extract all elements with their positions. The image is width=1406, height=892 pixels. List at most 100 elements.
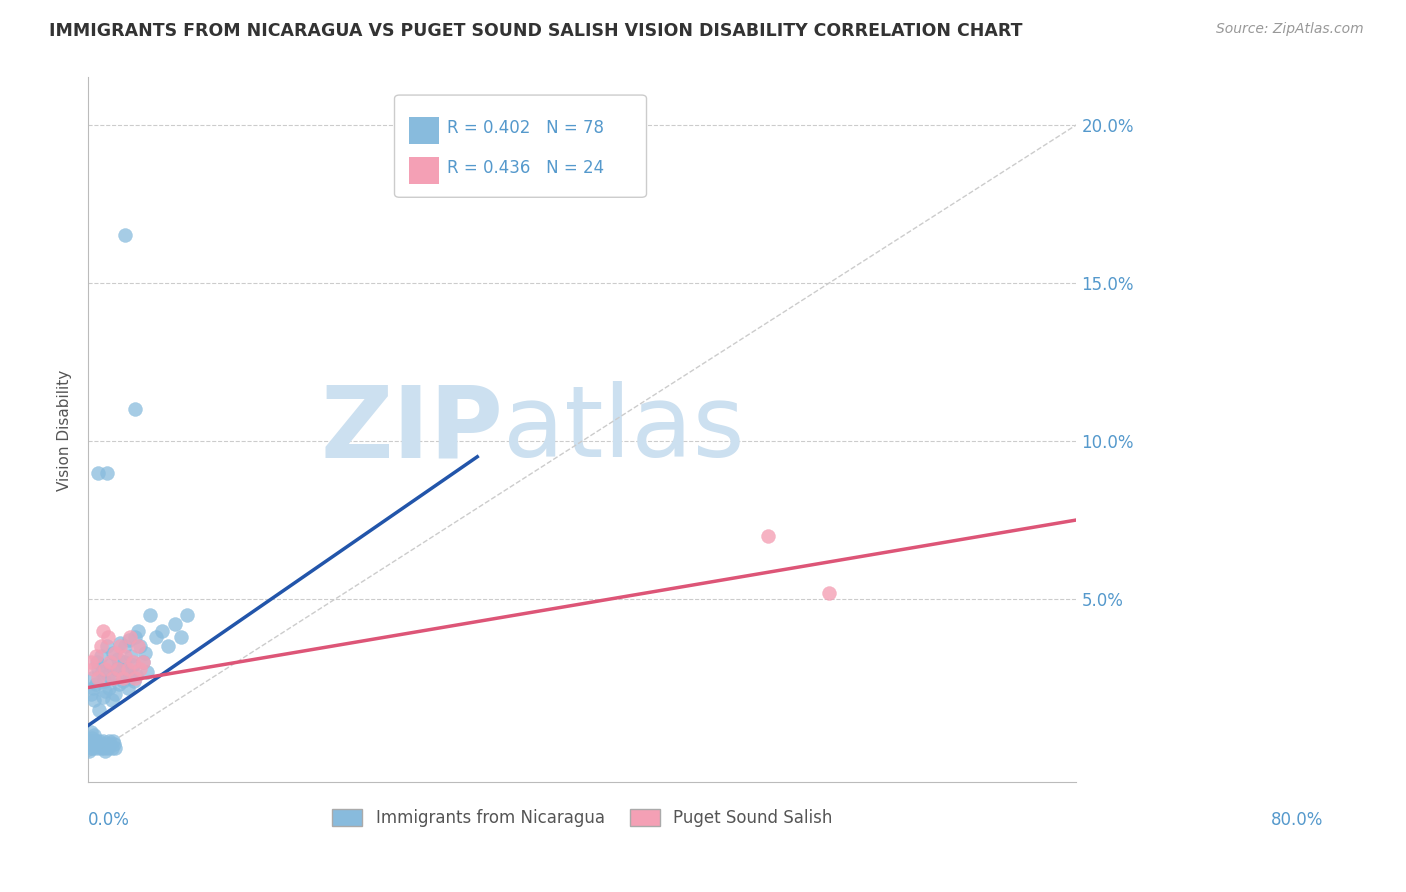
Point <box>114 228 136 243</box>
Point <box>93 740 115 755</box>
Point <box>97 740 120 755</box>
Point <box>115 662 138 676</box>
Point <box>94 662 117 676</box>
Point <box>176 607 198 622</box>
Point <box>84 677 107 691</box>
Point <box>112 655 135 669</box>
FancyBboxPatch shape <box>395 95 647 197</box>
Point <box>97 630 120 644</box>
Point <box>104 687 127 701</box>
Point <box>756 529 779 543</box>
Point <box>107 662 129 676</box>
FancyBboxPatch shape <box>409 117 439 144</box>
Point <box>82 738 104 752</box>
Point <box>120 671 142 685</box>
Point <box>131 655 153 669</box>
Point <box>90 738 112 752</box>
Point <box>94 744 117 758</box>
Point <box>90 665 112 679</box>
Point <box>79 655 101 669</box>
Point <box>86 655 108 669</box>
Point <box>100 693 122 707</box>
Point <box>110 636 132 650</box>
Point <box>131 655 153 669</box>
Point <box>89 648 111 663</box>
Point <box>122 674 145 689</box>
Text: ZIP: ZIP <box>321 382 503 478</box>
Point <box>87 671 110 685</box>
Point <box>121 658 143 673</box>
Point <box>91 624 114 638</box>
Point <box>96 640 118 654</box>
Point <box>79 734 101 748</box>
Text: 80.0%: 80.0% <box>1271 811 1323 829</box>
Point <box>83 734 105 748</box>
Point <box>100 738 122 752</box>
Point <box>80 671 103 685</box>
Point <box>79 740 101 755</box>
Point <box>124 671 146 685</box>
Point <box>101 671 124 685</box>
Point <box>101 734 124 748</box>
Point <box>124 630 146 644</box>
Point <box>117 681 139 695</box>
Point <box>818 585 841 599</box>
Point <box>114 648 136 663</box>
Point <box>124 402 146 417</box>
Point <box>82 662 104 676</box>
Point <box>163 617 186 632</box>
Text: R = 0.402   N = 78: R = 0.402 N = 78 <box>447 120 605 137</box>
Point <box>86 740 108 755</box>
Point <box>118 633 141 648</box>
Point <box>103 671 125 685</box>
Point <box>125 668 148 682</box>
Point <box>170 630 193 644</box>
Point <box>89 640 111 654</box>
Point <box>110 665 132 679</box>
Point <box>100 740 122 755</box>
Text: 0.0%: 0.0% <box>89 811 129 829</box>
Point <box>150 624 173 638</box>
Point <box>84 648 107 663</box>
Point <box>157 640 180 654</box>
Point <box>98 734 121 748</box>
Point <box>139 607 162 622</box>
Point <box>129 662 152 676</box>
Point <box>145 630 167 644</box>
Point <box>120 630 142 644</box>
Point <box>82 681 104 695</box>
Point <box>80 731 103 745</box>
Text: IMMIGRANTS FROM NICARAGUA VS PUGET SOUND SALISH VISION DISABILITY CORRELATION CH: IMMIGRANTS FROM NICARAGUA VS PUGET SOUND… <box>49 22 1022 40</box>
Point <box>79 724 101 739</box>
Point <box>89 703 111 717</box>
Point <box>127 640 149 654</box>
Point <box>127 624 149 638</box>
Point <box>110 640 132 654</box>
Y-axis label: Vision Disability: Vision Disability <box>58 369 72 491</box>
Point <box>103 738 125 752</box>
Point <box>83 693 105 707</box>
Point <box>114 640 136 654</box>
Point <box>129 640 152 654</box>
Point <box>104 740 127 755</box>
Point <box>79 744 101 758</box>
Point <box>111 674 134 689</box>
Text: R = 0.436   N = 24: R = 0.436 N = 24 <box>447 159 605 177</box>
Point <box>100 655 122 669</box>
Point <box>105 662 128 676</box>
Point <box>91 734 114 748</box>
Point <box>108 677 131 691</box>
Point <box>111 671 134 685</box>
Point <box>101 646 124 660</box>
Point <box>94 683 117 698</box>
Point <box>117 662 139 676</box>
Point <box>93 674 115 689</box>
FancyBboxPatch shape <box>409 157 439 184</box>
Point <box>107 652 129 666</box>
Point <box>84 738 107 752</box>
Point <box>82 740 104 755</box>
Point <box>91 690 114 704</box>
Point <box>96 738 118 752</box>
Point <box>97 668 120 682</box>
Point <box>134 646 156 660</box>
